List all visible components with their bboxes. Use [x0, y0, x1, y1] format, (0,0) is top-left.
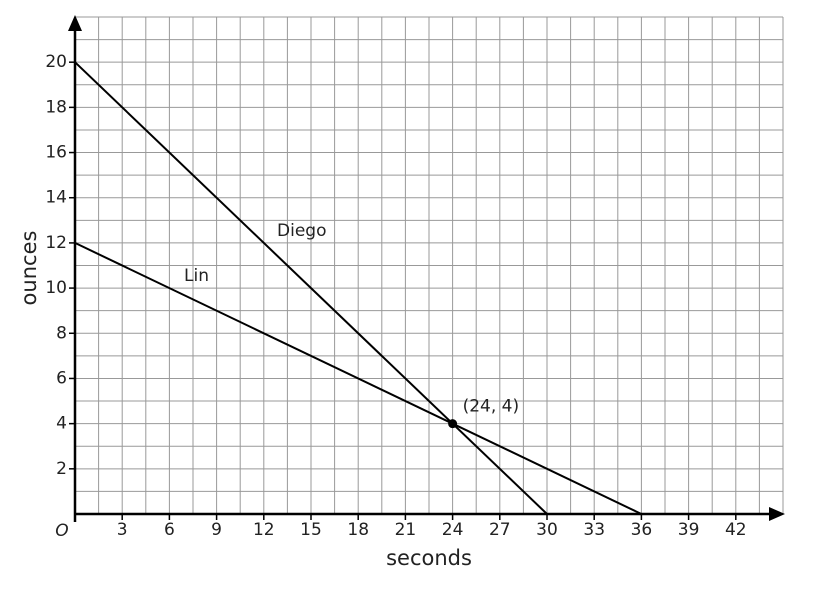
x-tick-label: 3	[117, 520, 128, 540]
x-tick-label: 21	[395, 520, 417, 540]
x-axis-label: seconds	[386, 546, 472, 570]
y-tick-label: 4	[56, 414, 67, 434]
origin-label: O	[55, 521, 68, 541]
y-axis-arrow	[68, 15, 82, 31]
y-tick-label: 2	[56, 459, 67, 479]
y-tick-label: 8	[56, 323, 67, 343]
series-label: Lin	[184, 266, 209, 286]
y-tick-label: 12	[45, 233, 67, 253]
line	[74, 61, 548, 515]
x-tick-label: 18	[347, 520, 369, 540]
x-tick-label: 9	[211, 520, 222, 540]
y-tick-label: 20	[45, 52, 67, 72]
point	[448, 419, 458, 429]
x-tick-label: 36	[631, 520, 653, 540]
series-label: Diego	[277, 221, 326, 241]
x-tick-label: 6	[164, 520, 175, 540]
x-tick-label: 33	[583, 520, 605, 540]
x-tick-label: 39	[678, 520, 700, 540]
x-tick-label: 30	[536, 520, 558, 540]
line	[74, 242, 642, 515]
y-tick-label: 18	[45, 97, 67, 117]
y-tick-label: 16	[45, 143, 67, 163]
x-tick-label: 42	[725, 520, 747, 540]
annotation: (24, 4)	[463, 397, 520, 417]
y-tick-label: 6	[56, 368, 67, 388]
x-tick-label: 15	[300, 520, 322, 540]
y-tick-label: 10	[45, 278, 67, 298]
y-axis-label: ounces	[17, 231, 41, 306]
x-axis-arrow	[769, 507, 785, 521]
y-tick-label: 14	[45, 188, 67, 208]
x-tick-label: 12	[253, 520, 275, 540]
x-tick-label: 27	[489, 520, 511, 540]
x-tick-label: 24	[442, 520, 464, 540]
